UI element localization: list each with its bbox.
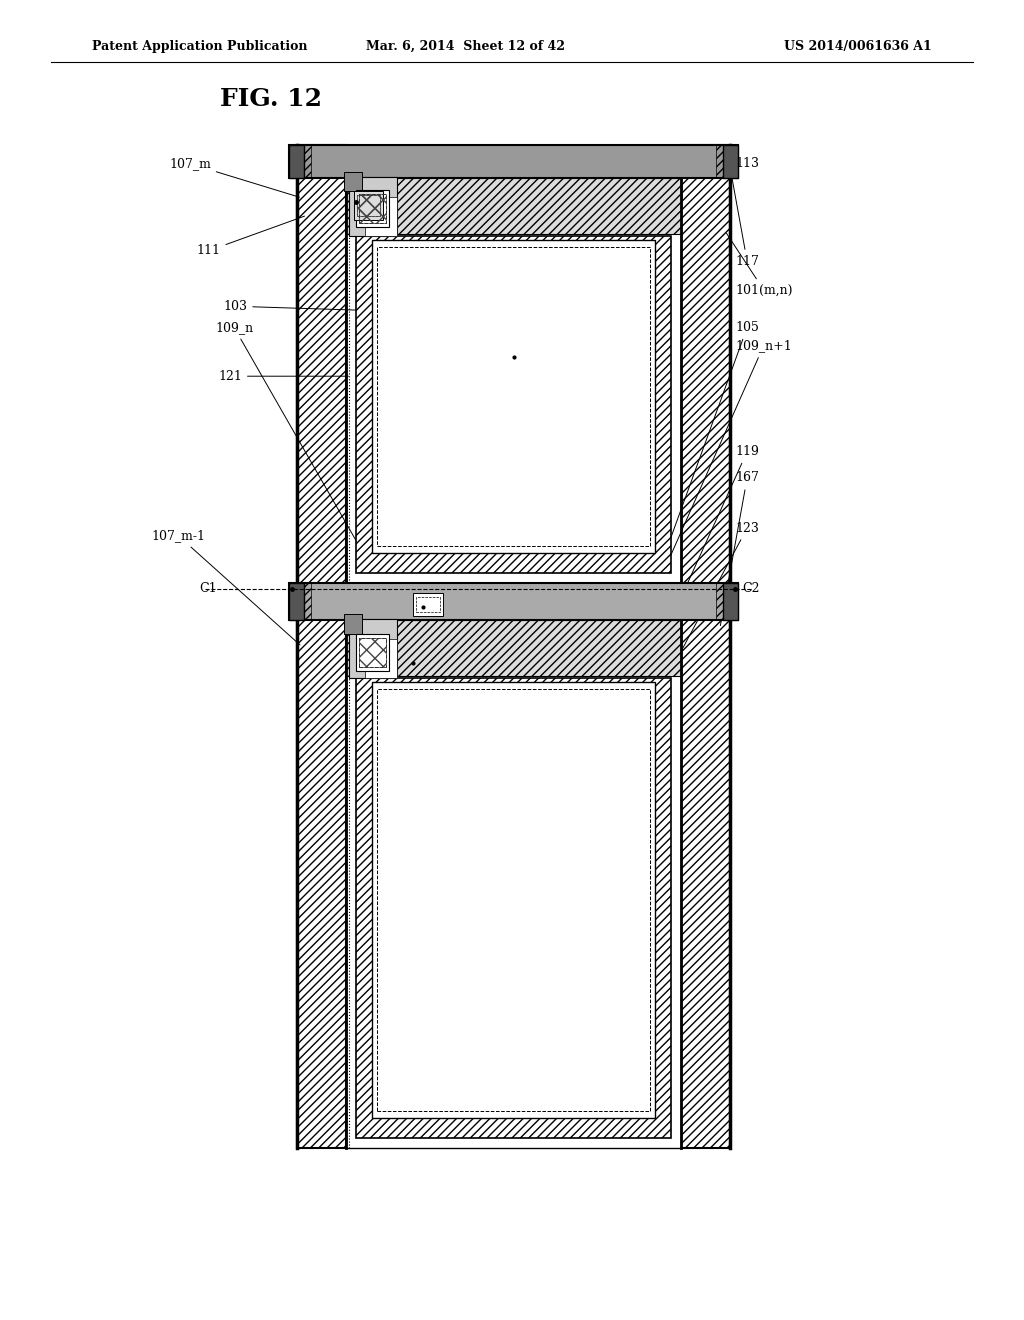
Bar: [716, 145, 738, 178]
Text: 107_m: 107_m: [169, 157, 299, 197]
Text: FIG. 12: FIG. 12: [220, 87, 323, 111]
Text: A2: A2: [500, 338, 517, 350]
Text: US 2014/0061636 A1: US 2014/0061636 A1: [784, 40, 932, 53]
Text: 105: 105: [669, 321, 759, 544]
Bar: [356, 634, 389, 671]
Text: 109_n+1: 109_n+1: [669, 339, 792, 560]
Bar: [377, 689, 650, 1111]
Bar: [359, 194, 386, 223]
Bar: [289, 583, 304, 620]
Bar: [349, 619, 397, 678]
Text: 113: 113: [728, 157, 759, 170]
Text: 107_m-1: 107_m-1: [152, 529, 300, 645]
Bar: [346, 178, 681, 583]
Text: 117: 117: [730, 170, 759, 268]
Text: Mar. 6, 2014  Sheet 12 of 42: Mar. 6, 2014 Sheet 12 of 42: [367, 40, 565, 53]
Bar: [357, 195, 380, 216]
Text: A1: A1: [359, 181, 377, 194]
Bar: [349, 177, 397, 236]
Text: 103: 103: [223, 300, 356, 313]
Text: B1: B1: [416, 643, 433, 656]
Text: B2: B2: [426, 616, 443, 630]
Bar: [289, 583, 311, 620]
Bar: [289, 145, 304, 178]
Bar: [356, 190, 389, 227]
Bar: [359, 638, 386, 667]
Bar: [372, 682, 655, 1118]
Bar: [356, 678, 671, 1138]
Text: C2: C2: [742, 582, 760, 595]
Text: 123: 123: [679, 521, 759, 655]
Bar: [681, 145, 730, 1148]
Text: 109_n: 109_n: [215, 321, 358, 544]
Bar: [344, 614, 362, 634]
Bar: [344, 172, 362, 191]
Text: C1: C1: [200, 582, 217, 595]
Bar: [365, 197, 397, 236]
Bar: [346, 620, 681, 676]
Bar: [346, 620, 681, 1148]
Text: 167: 167: [720, 471, 759, 626]
Text: 119: 119: [679, 445, 759, 602]
Bar: [357, 195, 380, 216]
Bar: [723, 583, 738, 620]
Bar: [359, 638, 386, 667]
Text: Patent Application Publication: Patent Application Publication: [92, 40, 307, 53]
Text: 121: 121: [218, 370, 348, 383]
Bar: [346, 178, 681, 234]
Bar: [289, 145, 738, 178]
Bar: [289, 145, 311, 178]
Bar: [716, 583, 738, 620]
Text: 111: 111: [197, 216, 304, 257]
Bar: [356, 236, 671, 573]
Bar: [297, 145, 346, 1148]
Bar: [413, 593, 443, 616]
Bar: [416, 597, 440, 612]
Bar: [359, 194, 386, 223]
Bar: [372, 240, 655, 553]
Bar: [723, 145, 738, 178]
Bar: [377, 247, 650, 546]
Bar: [289, 583, 738, 620]
Bar: [365, 639, 397, 678]
Bar: [354, 191, 383, 220]
Text: 101(m,n): 101(m,n): [726, 234, 793, 297]
